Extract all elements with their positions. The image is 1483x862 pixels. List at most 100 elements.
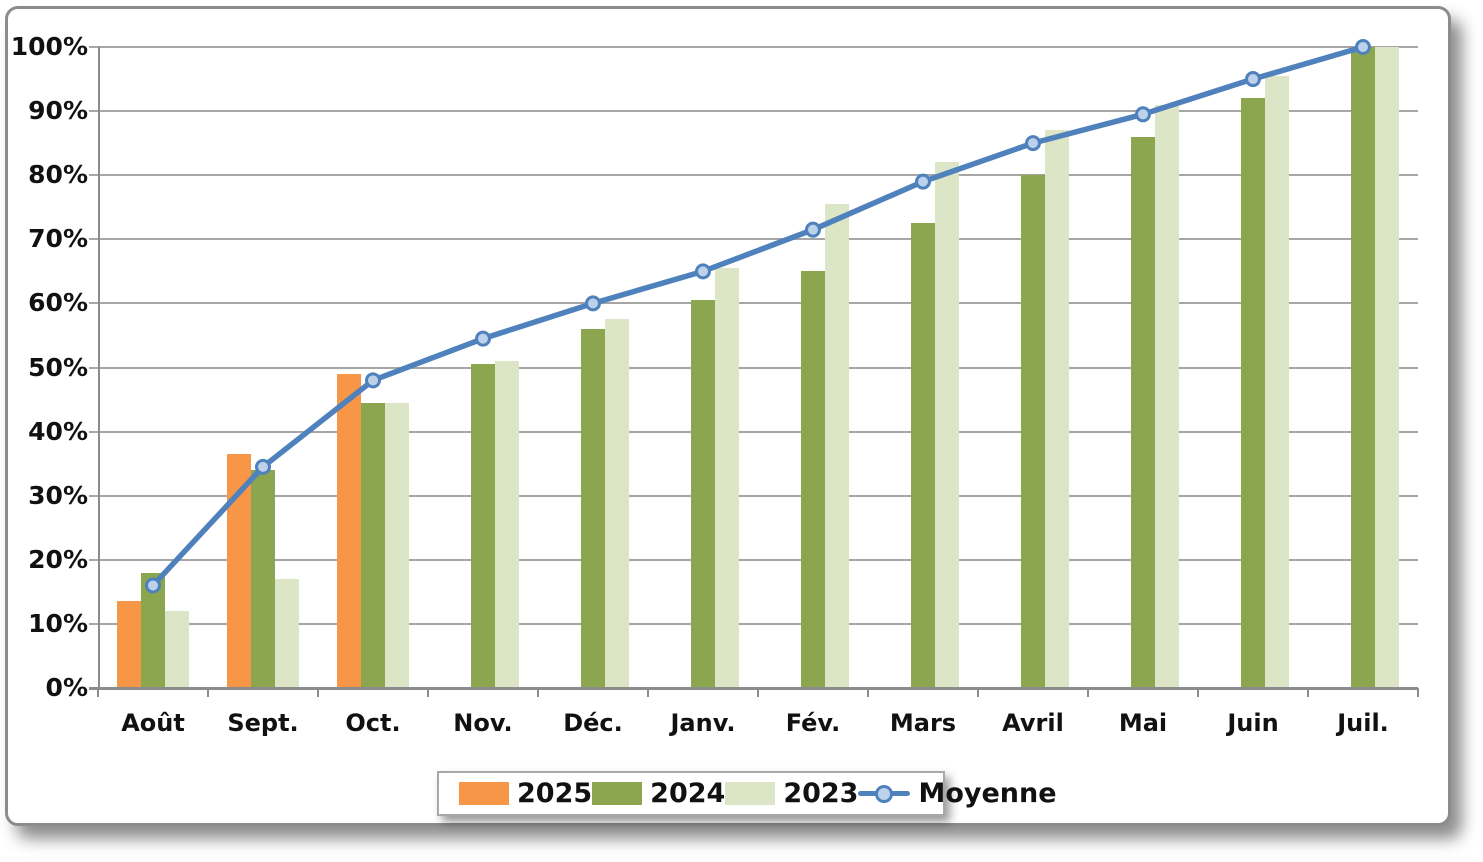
x-axis-tick [207,688,209,697]
bar-2023-mai [1155,104,1179,688]
y-axis-line [98,47,100,688]
x-axis-tick [757,688,759,697]
moyenne-marker-oct [365,372,381,389]
bar-2023-juin [1265,75,1289,688]
x-axis-tick [867,688,869,697]
legend-item-2023: 2023 [725,777,859,809]
moyenne-marker-juil [1355,39,1371,55]
bar-2024-mars [911,223,935,688]
moyenne-marker-d-c [585,295,601,312]
moyenne-marker-nov [475,330,491,347]
x-axis-tick [537,688,539,697]
legend-swatch-2024-icon [592,782,643,805]
y-tick-label: 0% [45,673,88,702]
bar-2025-oct [337,373,361,688]
bar-2023-juil [1375,47,1399,688]
x-axis-tick [977,688,979,697]
legend: 2025 2024 2023 Moyenne [437,771,1057,816]
bar-2023-avril [1045,130,1069,688]
gridline-20 [98,558,1418,561]
bar-2024-janv [691,300,715,688]
gridline-90 [98,110,1418,113]
legend-label-2025: 2025 [517,777,593,809]
y-tick-label: 100% [10,32,88,61]
gridline-30 [98,494,1418,497]
x-axis-tick [1087,688,1089,697]
legend-line-marker-icon [858,782,911,805]
bar-2023-nov [495,361,519,688]
legend-label-2023: 2023 [783,777,859,809]
bar-2023-oct [385,402,409,688]
y-tick-label: 20% [28,544,88,574]
moyenne-marker-janv [695,263,711,280]
x-axis-tick [317,688,319,697]
moyenne-line [150,44,1366,589]
gridline-100 [98,46,1418,48]
legend-label-2024: 2024 [650,777,726,809]
bar-2023-sept [275,579,299,688]
bar-2024-juin [1241,98,1265,688]
moyenne-marker-mai [1135,106,1151,123]
gridline-50 [98,366,1418,369]
legend-line-dot [875,785,894,803]
bar-2024-d-c [581,329,605,688]
moyenne-marker-ao-t [145,577,161,594]
bar-2024-oct [361,402,385,688]
y-tick-label: 40% [28,416,88,446]
y-tick-label: 70% [28,224,88,254]
bar-2024-nov [471,364,495,688]
x-tick-label-mars: Mars [889,709,957,737]
x-axis-tick [97,688,99,697]
y-axis-tick [89,430,98,433]
x-tick-label-mai: Mai [1118,709,1168,737]
moyenne-marker-juin [1245,71,1261,88]
gridline-80 [98,174,1418,177]
y-tick-label: 10% [28,608,88,638]
x-tick-label-sept: Sept. [227,709,299,737]
y-axis-tick [89,46,98,48]
y-axis-tick [89,238,98,241]
bar-2025-ao-t [117,601,141,688]
bar-2023-d-c [605,319,629,688]
plot-area [98,39,1418,688]
y-axis-tick [89,558,98,561]
y-axis-tick [89,494,98,497]
y-tick-label: 50% [28,352,88,382]
gridline-40 [98,430,1418,433]
y-tick-label: 80% [28,160,88,190]
x-tick-label-juil: Juil. [1337,709,1389,737]
y-axis-tick [89,302,98,305]
y-tick-label: 30% [28,480,88,510]
bar-2024-sept [251,470,275,688]
legend-item-moyenne: Moyenne [858,777,1057,809]
legend-item-2024: 2024 [592,777,726,809]
y-tick-label: 60% [28,288,88,318]
bar-2024-avril [1021,175,1045,688]
y-axis-tick [89,622,98,625]
x-axis-tick [1197,688,1199,697]
y-axis-tick [89,110,98,113]
bar-2023-f-v [825,204,849,688]
gridline-10 [98,622,1418,625]
bar-2024-f-v [801,271,825,688]
line-series-moyenne [145,39,1371,594]
gridline-70 [98,238,1418,241]
legend-item-2025: 2025 [459,777,593,809]
x-axis-tick [1307,688,1309,697]
y-axis-tick [89,174,98,177]
y-axis-tick [89,366,98,369]
legend-label-moyenne: Moyenne [918,777,1057,809]
x-tick-label-oct: Oct. [345,709,401,737]
bar-2023-janv [715,268,739,688]
moyenne-marker-mars [915,173,931,190]
x-axis-tick [1417,688,1419,697]
x-axis-line [89,687,1418,690]
bar-2024-juil [1351,47,1375,688]
bar-2023-ao-t [165,611,189,688]
x-axis-tick [647,688,649,697]
x-tick-label-ao-t: Août [121,709,185,737]
moyenne-marker-avril [1025,135,1041,152]
y-tick-label: 90% [28,96,88,126]
x-tick-label-janv: Janv. [670,709,736,737]
